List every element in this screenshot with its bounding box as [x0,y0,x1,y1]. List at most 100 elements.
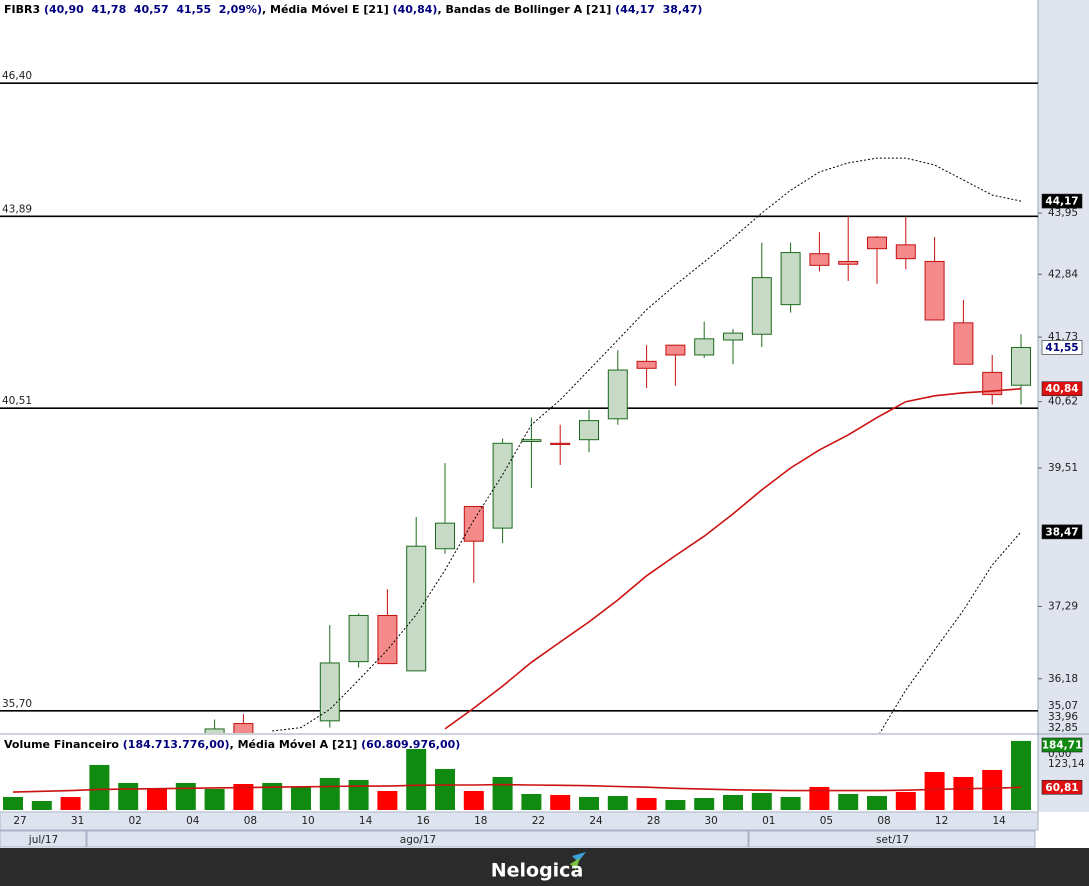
x-tick-label: 12 [935,815,948,827]
horizontal-line-label: 40,51 [2,395,32,407]
candle-body [809,253,830,266]
volume-bar [118,782,139,810]
value-badge-label: 44,17 [1045,196,1078,208]
volume-bar [665,799,686,810]
candle-body [723,332,743,341]
footer-bar [0,848,1089,886]
volume-bar [867,795,887,810]
volume-bar [694,798,715,810]
y-tick-label: 39,51 [1048,462,1078,474]
volume-bar [809,786,830,810]
y-tick-label: 37,29 [1048,600,1078,612]
line-series [272,157,1022,732]
y-tick-label: 123,14 [1048,758,1085,770]
value-badge-label: 38,47 [1045,526,1078,538]
candle-body [377,614,398,665]
volume-bar [262,782,283,810]
x-tick-label: 24 [589,815,603,827]
candle-body [233,723,254,733]
value-badge-label: 40,84 [1045,383,1078,395]
price-axis-panel [1038,0,1089,812]
value-badge [1041,524,1083,540]
candle-body [838,260,859,265]
horizontal-line-label: 35,70 [2,698,32,710]
volume-bar [3,796,23,810]
volume-bar [924,771,945,810]
x-tick-label: 01 [762,815,775,827]
value-badge-label: 60,81 [1045,782,1078,794]
candle-body [694,338,715,356]
candle-body [924,260,945,321]
candle-body [636,360,657,369]
candle-body [895,244,916,260]
candle-body [867,236,887,250]
date-axis [0,811,1039,831]
candle-body [406,545,427,672]
y-tick-label: 32,85 [1048,722,1078,734]
volume-bar [60,796,81,810]
volume-plot [3,740,1031,810]
month-label: ago/17 [400,834,436,846]
candle-body [579,420,599,441]
x-tick-label: 16 [417,815,431,827]
volume-bar [319,777,340,810]
volume-bar [1011,740,1031,810]
x-tick-label: 08 [877,815,890,827]
horizontal-line-label: 43,89 [2,203,32,215]
header-part: , Média Móvel A [21] [230,738,362,751]
line-series [879,531,1022,733]
x-tick-label: 22 [532,815,545,827]
brand-logo [570,852,586,870]
month-cell [86,830,749,848]
candle-body [319,662,340,722]
header-part: FIBR3 [4,3,44,16]
candle-body [953,322,974,365]
value-badge [1041,193,1083,209]
brand-name: Nelogica [491,860,584,882]
candle-body [492,442,513,529]
price-plot [0,82,1038,733]
volume-bar [147,788,167,810]
candle-body [204,728,225,733]
month-label: set/17 [876,834,909,846]
volume-bar [838,794,859,810]
candle-body [751,277,772,335]
x-tick-label: 28 [647,815,660,827]
candle-body [463,505,484,542]
x-tick-label: 10 [301,815,314,827]
line-series [444,387,1022,730]
y-tick-label: 42,84 [1048,268,1078,280]
x-tick-label: 05 [820,815,833,827]
volume-bar [723,794,743,810]
volume-bar [607,795,628,810]
volume-bar [31,800,52,810]
candle-body [607,369,628,420]
value-badge-label: 41,55 [1045,342,1078,354]
volume-bar [521,794,542,810]
volume-bar [895,791,916,810]
x-tick-label: 04 [186,815,200,827]
month-label: jul/17 [28,834,58,846]
candle-body [521,439,542,442]
volume-bar [953,776,974,810]
header-part: , Bandas de Bollinger A [21] [437,3,615,16]
y-tick-label: 33,96 [1048,711,1078,723]
panel-header: FIBR3 (40,90 41,78 40,57 41,55 2,09%), M… [4,3,702,16]
volume-bar [291,786,311,810]
volume-bar [233,783,254,810]
volume-bar [377,790,398,810]
volume-bar [550,794,571,810]
x-tick-label: 14 [993,815,1007,827]
header-part: Volume Financeiro [4,738,123,751]
header-part: (44,17 38,47) [615,3,702,16]
y-tick-label: 41,73 [1048,331,1078,343]
horizontal-line-label: 46,40 [2,70,32,82]
x-tick-label: 08 [244,815,257,827]
panel-header: Volume Financeiro (184.713.776,00), Médi… [4,738,460,751]
header-part: (184.713.776,00) [123,738,230,751]
value-badge [1041,737,1083,753]
volume-bar [435,768,455,810]
value-badge [1041,779,1083,795]
candle-body [550,442,571,445]
